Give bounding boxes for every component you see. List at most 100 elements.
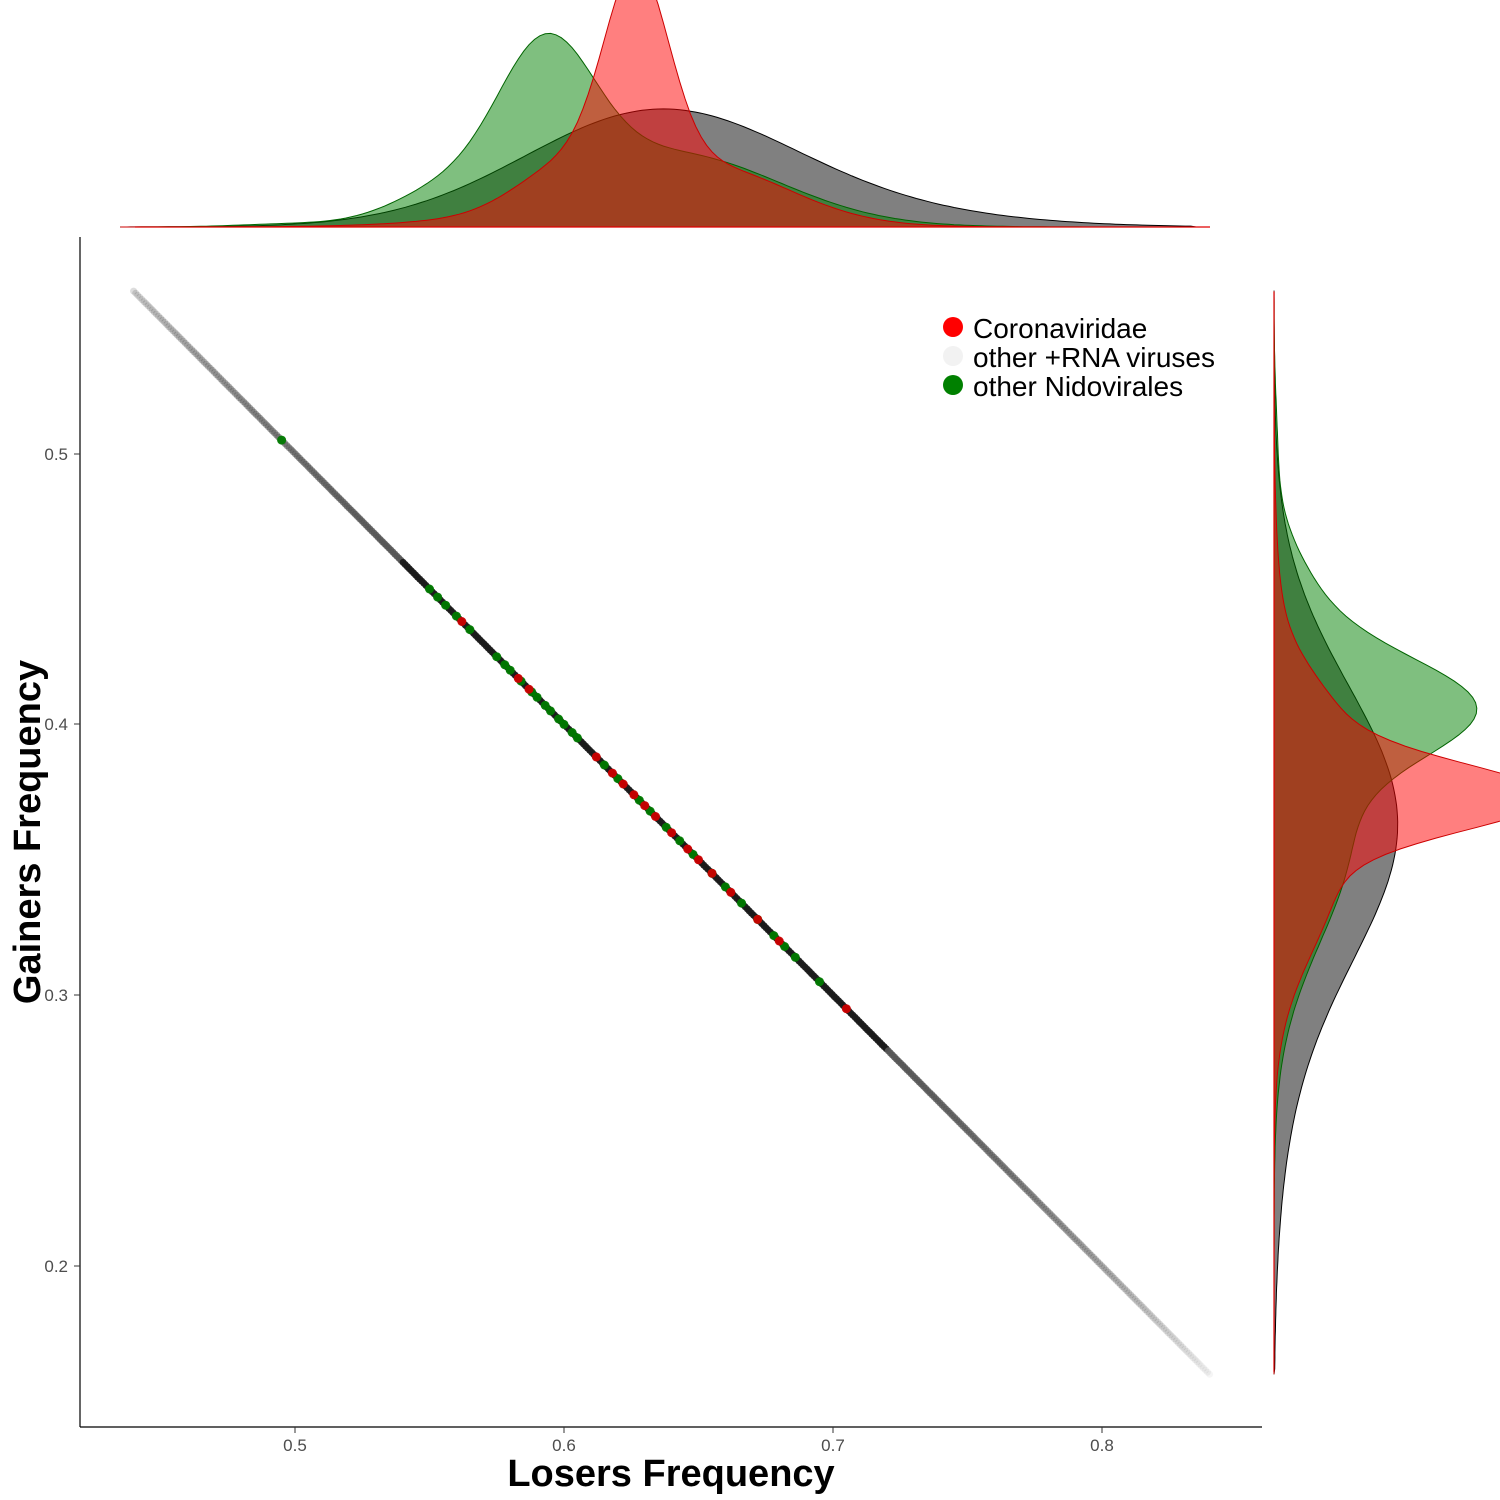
point-other-nidovirales	[425, 584, 434, 594]
point-other-rna-virus	[1096, 1260, 1104, 1268]
point-other-nidovirales	[780, 942, 790, 951]
point-other-rna-virus	[1183, 1347, 1191, 1355]
point-other-rna-virus	[196, 354, 204, 362]
y-axis-ticks: 0.2 0.3 0.4 0.5	[44, 445, 80, 1276]
point-other-rna-virus	[1181, 1345, 1189, 1353]
point-other-rna-virus	[1058, 1222, 1066, 1230]
point-other-rna-virus	[1125, 1289, 1133, 1297]
point-coronaviridae	[591, 752, 601, 762]
point-other-rna-virus	[225, 383, 233, 391]
point-other-nidovirales	[277, 435, 287, 445]
point-other-rna-virus	[223, 381, 231, 389]
point-coronaviridae	[774, 936, 784, 946]
point-coronaviridae	[607, 768, 617, 778]
point-other-rna-virus	[235, 394, 243, 402]
point-other-rna-virus	[1175, 1339, 1182, 1347]
point-other-nidovirales	[492, 652, 502, 662]
point-other-rna-virus	[1094, 1258, 1102, 1266]
top-marginal-density	[120, 0, 1210, 228]
point-other-rna-virus	[1191, 1356, 1199, 1364]
point-other-nidovirales	[465, 625, 475, 635]
point-other-rna-virus	[179, 337, 187, 345]
point-coronaviridae	[841, 1004, 851, 1014]
point-other-nidovirales	[546, 706, 555, 716]
point-other-rna-virus	[1071, 1235, 1079, 1243]
point-other-rna-virus	[1195, 1360, 1203, 1368]
point-other-rna-virus	[1119, 1283, 1126, 1291]
point-other-rna-virus	[1193, 1358, 1201, 1366]
point-other-rna-virus	[144, 302, 152, 310]
point-coronaviridae	[524, 684, 534, 694]
point-other-rna-virus	[1046, 1210, 1054, 1218]
point-other-rna-virus	[1146, 1310, 1153, 1318]
point-coronaviridae	[513, 673, 523, 683]
point-other-rna-virus	[208, 366, 216, 374]
point-other-rna-virus	[1085, 1249, 1093, 1257]
point-other-nidovirales	[675, 836, 685, 846]
point-other-rna-virus	[1168, 1333, 1176, 1341]
point-other-rna-virus	[150, 308, 158, 316]
right-marginal-density	[1273, 290, 1500, 1375]
point-other-rna-virus	[231, 389, 239, 397]
point-other-rna-virus	[169, 327, 177, 335]
point-other-rna-virus	[1100, 1264, 1108, 1272]
point-other-rna-virus	[213, 371, 220, 379]
point-other-rna-virus	[200, 358, 208, 366]
x-tick-label: 0.6	[552, 1436, 576, 1455]
legend-key-other-nidovirales	[943, 375, 963, 395]
point-coronaviridae	[667, 828, 677, 838]
point-other-rna-virus	[1156, 1320, 1164, 1328]
point-other-rna-virus	[1104, 1268, 1112, 1276]
point-other-rna-virus	[206, 364, 214, 372]
point-other-nidovirales	[433, 592, 443, 602]
point-other-rna-virus	[146, 304, 154, 312]
point-other-rna-virus	[184, 341, 191, 349]
point-other-rna-virus	[1204, 1368, 1211, 1376]
point-coronaviridae	[629, 790, 639, 800]
point-other-rna-virus	[194, 352, 202, 360]
point-other-rna-virus	[1164, 1329, 1172, 1337]
point-other-rna-virus	[1090, 1253, 1097, 1261]
point-other-rna-virus	[165, 323, 173, 331]
point-other-rna-virus	[1081, 1245, 1089, 1253]
point-other-rna-virus	[1148, 1312, 1155, 1320]
point-other-rna-virus	[219, 377, 227, 385]
point-other-rna-virus	[1040, 1203, 1048, 1211]
point-other-rna-virus	[1139, 1304, 1147, 1311]
point-other-rna-virus	[1056, 1220, 1064, 1228]
point-other-rna-virus	[152, 310, 160, 318]
point-other-rna-virus	[1067, 1231, 1075, 1238]
point-other-rna-virus	[227, 385, 235, 393]
point-other-rna-virus	[186, 344, 194, 351]
point-other-rna-virus	[134, 291, 142, 299]
point-other-rna-virus	[1098, 1262, 1106, 1270]
point-other-rna-virus	[1170, 1335, 1178, 1343]
point-other-rna-virus	[136, 293, 144, 301]
point-other-rna-virus	[1069, 1233, 1077, 1241]
point-other-rna-virus	[1050, 1214, 1058, 1222]
point-other-nidovirales	[599, 760, 609, 770]
point-other-rna-virus	[130, 287, 138, 295]
point-other-rna-virus	[1206, 1370, 1214, 1378]
point-other-rna-virus	[1038, 1201, 1046, 1209]
legend-key-coronaviridae	[943, 317, 963, 337]
point-other-rna-virus	[229, 387, 237, 395]
point-other-rna-virus	[1044, 1208, 1052, 1215]
scatter-points	[130, 287, 1214, 1378]
point-other-rna-virus	[163, 321, 171, 328]
point-other-rna-virus	[138, 296, 146, 303]
point-other-rna-virus	[1135, 1299, 1143, 1307]
point-other-rna-virus	[1187, 1352, 1195, 1359]
point-other-rna-virus	[1065, 1228, 1073, 1236]
point-other-rna-virus	[1108, 1272, 1116, 1280]
point-other-rna-virus	[202, 360, 210, 368]
point-other-nidovirales	[532, 692, 542, 702]
point-other-rna-virus	[155, 312, 162, 320]
point-other-rna-virus	[1112, 1276, 1120, 1284]
point-other-rna-virus	[1133, 1297, 1141, 1305]
point-other-rna-virus	[142, 300, 150, 308]
point-other-rna-virus	[1189, 1354, 1197, 1362]
point-other-rna-virus	[217, 375, 225, 383]
x-axis-ticks: 0.5 0.6 0.7 0.8	[283, 1427, 1114, 1455]
